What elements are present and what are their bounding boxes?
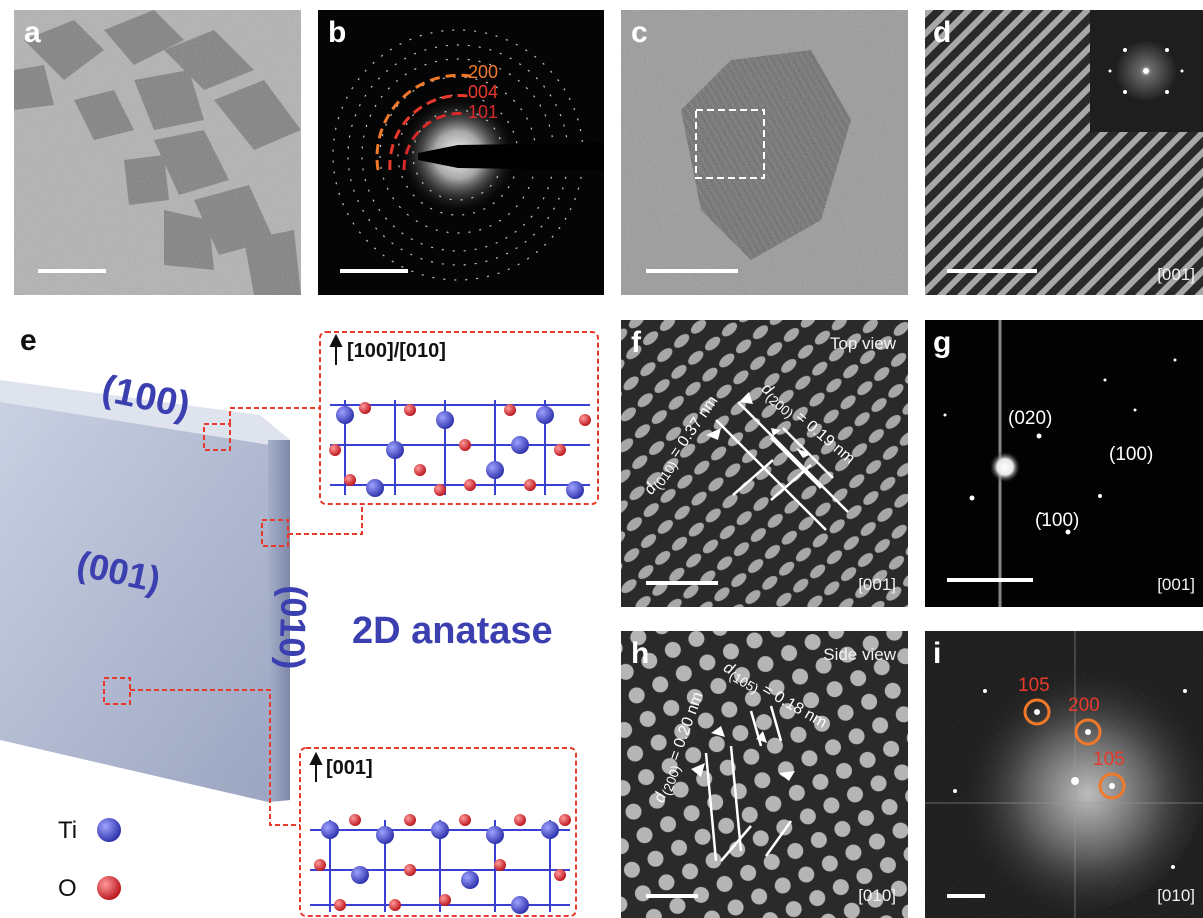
panel-label: c: [631, 16, 648, 49]
surface-box-100: [203, 423, 231, 451]
legend-o-ball: [97, 876, 121, 900]
panel-e-schematic: (100) (001) (010): [0, 320, 605, 918]
panel-label: b: [328, 16, 347, 49]
panel-c-hrtem-image: c: [621, 10, 908, 295]
view-label: Side view: [823, 645, 896, 664]
inset-structure-bottom: [299, 747, 577, 917]
zone-axis-label: [001]: [858, 575, 896, 594]
legend-o-label: O: [58, 875, 77, 902]
ring-label-004: 004: [468, 82, 499, 102]
view-label: Top view: [829, 334, 896, 353]
selected-area-box: [695, 109, 765, 179]
lattice-fringes: [925, 10, 1203, 295]
diffraction-spots: [943, 320, 1177, 607]
inset-structure-top: [319, 331, 599, 505]
ring-arc-200: [375, 73, 471, 171]
spot-label-105a: 105: [1018, 675, 1050, 696]
face-label-010: (010): [271, 585, 315, 670]
panel-f-hrtem-top-view: f Top view d(010) = 0.37 nm d(200) = 0.1…: [621, 320, 908, 607]
spacing-markers: [704, 705, 793, 862]
inset-axis-bottom: [001]: [326, 757, 373, 779]
spot-label-020: (020): [1008, 408, 1053, 429]
ring-arc-101: [402, 111, 469, 171]
spot-circle-200: [1074, 718, 1102, 746]
spot-circle-105a: [1023, 698, 1051, 726]
spot-label-105b: 105: [1093, 749, 1125, 770]
scale-bar: [646, 894, 698, 898]
ring-label-200: 200: [468, 62, 499, 82]
zone-axis-label: [001]: [1157, 265, 1195, 284]
spot-label-200: 200: [1068, 695, 1100, 716]
scale-bar: [340, 269, 408, 273]
spot-label-100: (100): [1109, 444, 1154, 465]
panel-h-hrtem-side-view: h Side view d(200) = 0.20 nm d(105) = 0.…: [621, 631, 908, 918]
spot-circle-105b: [1098, 772, 1126, 800]
hrtem-texture: [621, 10, 908, 295]
surface-box-001: [103, 677, 131, 705]
fft-pattern: [925, 631, 1203, 918]
scale-bar: [947, 578, 1033, 582]
panel-label: h: [631, 637, 650, 670]
zone-axis-label: [001]: [1157, 575, 1195, 594]
panel-b-saed-pattern: b 200 004 101: [318, 10, 604, 295]
zone-axis-label: [010]: [858, 886, 896, 905]
scale-bar: [646, 269, 738, 273]
scale-bar: [947, 269, 1037, 273]
lattice-image: [621, 631, 908, 918]
panel-a-tem-image: a: [14, 10, 301, 295]
scale-bar: [947, 894, 985, 898]
scale-bar: [38, 269, 106, 273]
figure-title: 2D anatase: [352, 610, 553, 652]
lattice-image: [621, 320, 908, 607]
schematic-drawing: (100) (001) (010): [0, 331, 599, 917]
surface-box-010: [261, 519, 289, 547]
scale-bar: [646, 581, 718, 585]
panel-d-lattice-image: d [001]: [925, 10, 1203, 295]
legend-ti-label: Ti: [58, 817, 78, 844]
panel-label: d: [933, 16, 952, 49]
tem-texture: [14, 10, 301, 295]
inset-axis-top: [100]/[010]: [347, 340, 446, 362]
panel-g-saed-spots: g (020) (100) (̄100) [001]: [925, 320, 1203, 607]
panel-label: i: [933, 637, 942, 670]
panel-label: f: [631, 326, 641, 359]
panel-label: a: [24, 16, 41, 49]
anatase-slab: [0, 400, 290, 802]
legend-ti-ball: [97, 818, 121, 842]
zone-axis-label: [010]: [1157, 886, 1195, 905]
panel-label: e: [20, 324, 37, 357]
diffraction-rings: [332, 29, 604, 281]
crystal-structure-bottom: [310, 814, 571, 914]
ring-label-101: 101: [468, 102, 499, 122]
crystal-structure-top: [329, 400, 591, 499]
spot-label-bar100: (̄100): [1035, 510, 1080, 531]
panel-i-fft: i 105 200 105 [010]: [925, 631, 1203, 918]
panel-label: g: [933, 326, 952, 359]
